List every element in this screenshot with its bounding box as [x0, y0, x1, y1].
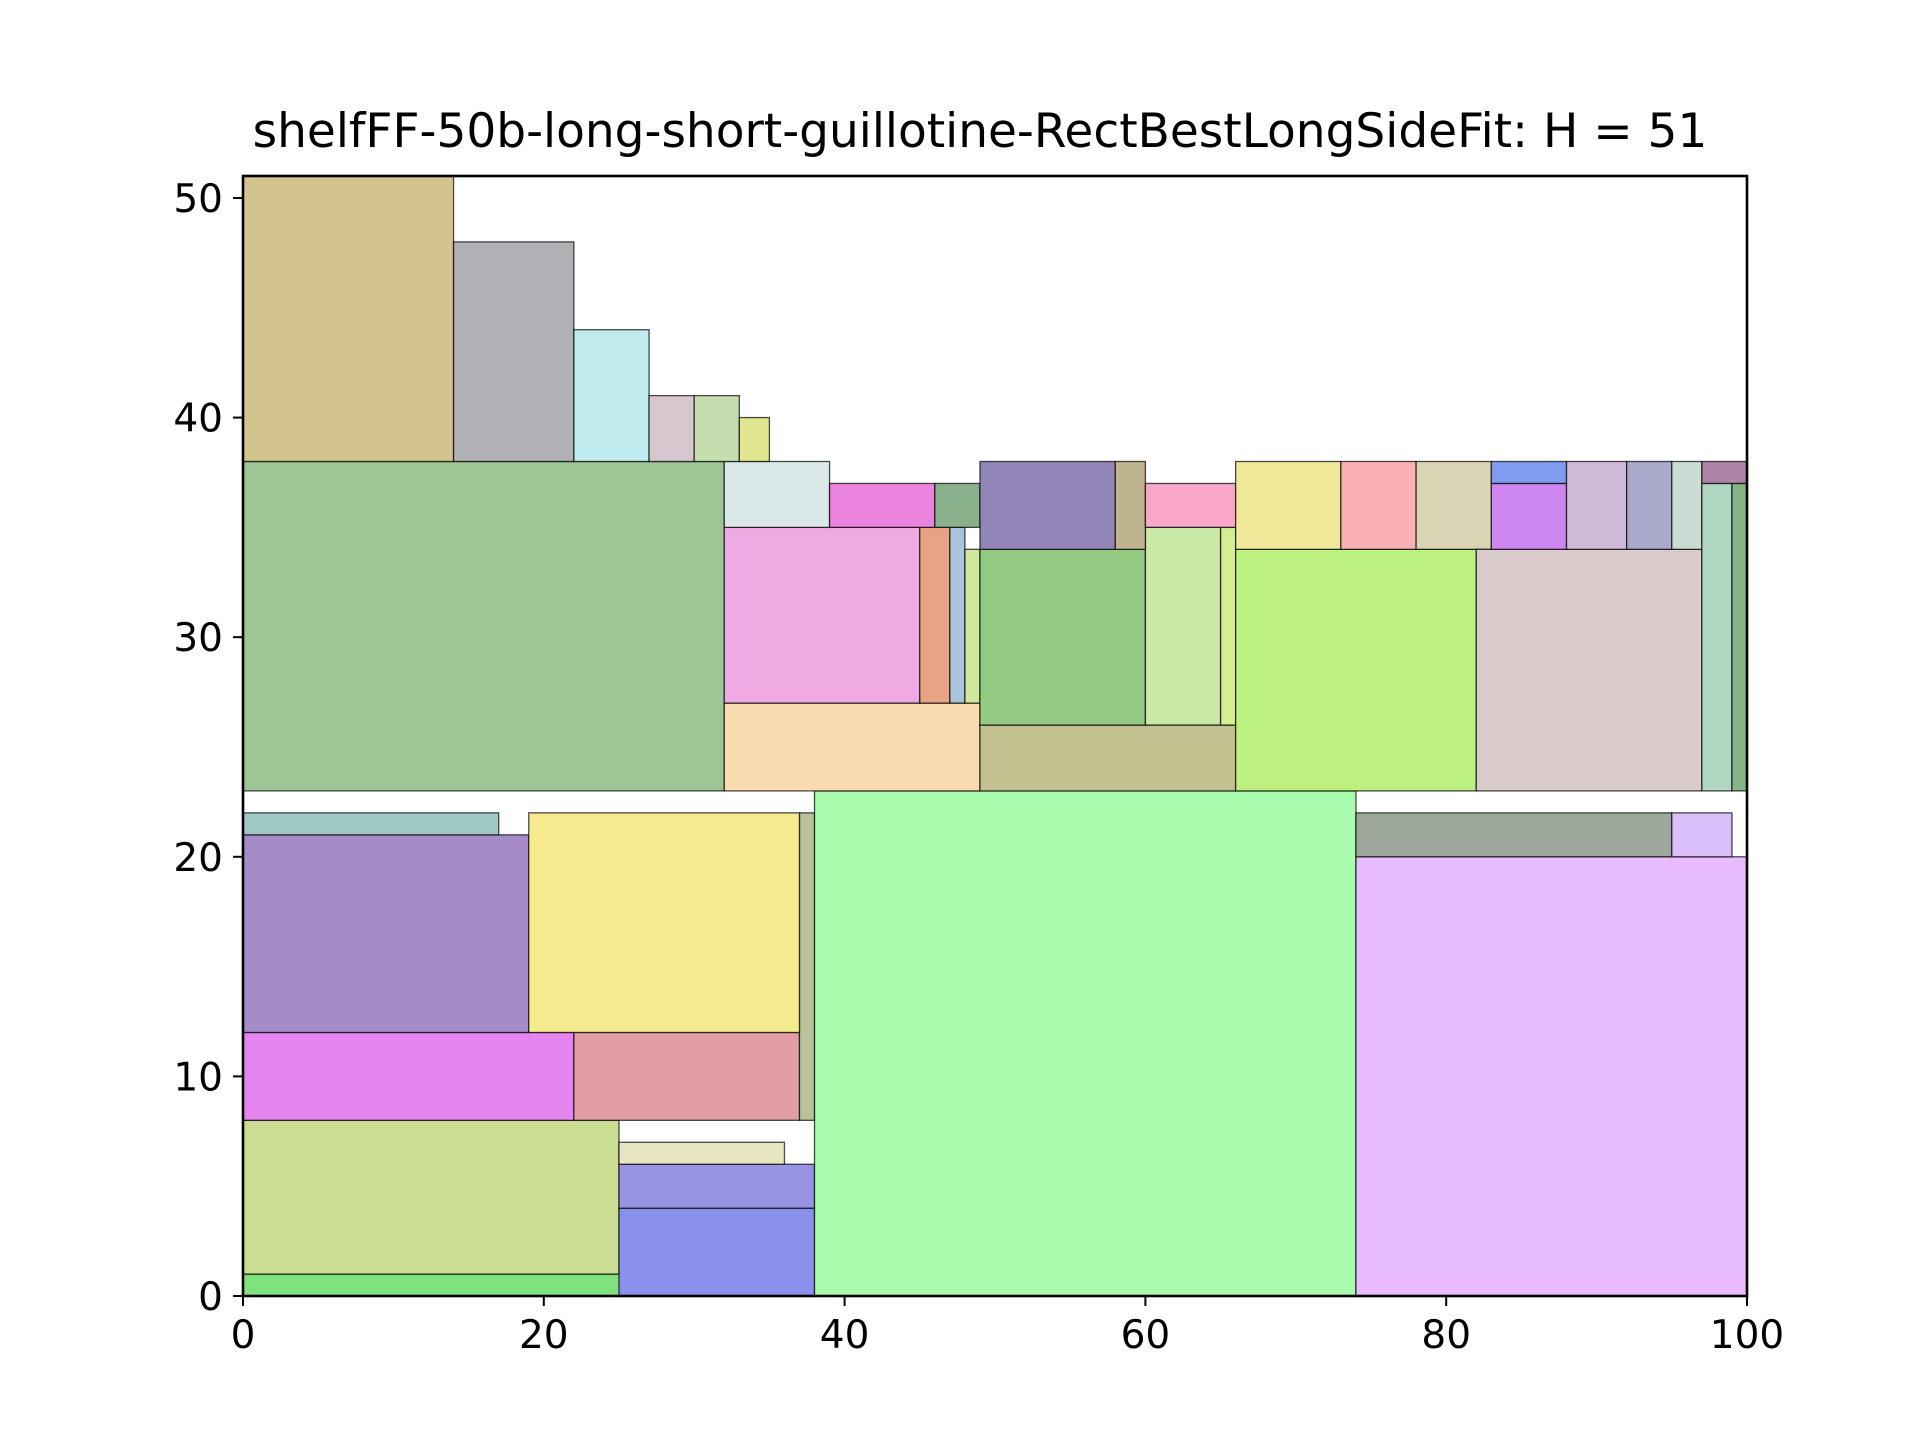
chart-title: shelfFF-50b-long-short-guillotine-RectBe…: [253, 104, 1708, 159]
x-tick-label: 20: [519, 1313, 569, 1358]
packed-rect-2: [618, 1207, 816, 1297]
packed-rect-3: [618, 1163, 816, 1209]
packed-rect-26: [1144, 526, 1222, 726]
packed-rect-12: [1355, 856, 1748, 1297]
x-tick-label: 0: [231, 1313, 256, 1358]
packed-rect-7: [798, 812, 816, 1121]
packed-rect-44: [242, 175, 455, 463]
packed-rect-40: [1671, 460, 1703, 550]
packed-rect-13: [1355, 812, 1673, 858]
x-tick-label: 40: [820, 1313, 870, 1358]
y-tick-label: 10: [173, 1055, 223, 1100]
packed-rect-32: [1234, 460, 1342, 550]
y-tick-label: 40: [173, 397, 223, 442]
packed-rect-34: [1415, 460, 1492, 550]
packed-rect-10: [242, 812, 500, 836]
x-tick-label: 60: [1121, 1313, 1171, 1358]
packed-rect-5: [242, 1031, 575, 1121]
packed-rect-29: [1114, 460, 1147, 550]
packed-rect-23: [934, 482, 981, 529]
packed-rect-17: [723, 526, 921, 704]
y-tick-label: 50: [173, 177, 223, 222]
packed-rect-30: [1144, 482, 1237, 529]
plot-area-frame: [241, 174, 1749, 1298]
packed-rect-37: [1490, 460, 1568, 485]
packed-rect-39: [1626, 460, 1673, 550]
x-tick-label: 100: [1710, 1313, 1784, 1358]
packed-rect-9: [528, 812, 801, 1034]
packed-rect-49: [738, 416, 771, 463]
packed-rect-25: [979, 548, 1147, 726]
packed-rect-28: [979, 460, 1116, 550]
packed-rect-35: [1475, 548, 1703, 792]
packed-rect-19: [949, 526, 966, 704]
packed-rect-15: [242, 460, 725, 792]
packed-rect-11: [813, 790, 1357, 1297]
packed-rect-24: [979, 724, 1237, 792]
y-tick-label: 30: [173, 616, 223, 661]
packed-rect-47: [648, 394, 695, 463]
packed-rect-27: [1219, 526, 1237, 726]
axis-ticks: 0 20 40 60 80 100 0 10 20 30 40 50: [173, 177, 1784, 1358]
packed-rect-46: [573, 329, 650, 463]
packed-rect-22: [828, 482, 936, 529]
packed-rect-36: [1490, 482, 1568, 550]
packed-rect-6: [573, 1031, 801, 1121]
packed-rect-41: [1701, 482, 1733, 792]
y-tick-label: 0: [198, 1275, 223, 1320]
x-tick-label: 80: [1421, 1313, 1471, 1358]
y-tick-label: 20: [173, 836, 223, 881]
packed-rect-42: [1731, 482, 1748, 792]
packed-rect-31: [1234, 548, 1477, 792]
packed-rect-4: [618, 1141, 786, 1165]
packed-rect-20: [964, 548, 981, 704]
packed-rect-14: [1671, 812, 1733, 858]
packed-rect-1: [242, 1119, 620, 1275]
packed-rect-8: [242, 834, 530, 1034]
packed-rect-21: [723, 460, 831, 529]
packed-rect-45: [452, 241, 575, 463]
packed-rect-43: [1701, 460, 1748, 485]
packed-rect-33: [1340, 460, 1417, 550]
packed-rect-16: [723, 702, 981, 792]
packed-rect-18: [919, 526, 951, 704]
packed-rect-48: [693, 394, 740, 463]
packed-rect-38: [1565, 460, 1628, 550]
packed-rectangles: [242, 175, 1748, 1297]
